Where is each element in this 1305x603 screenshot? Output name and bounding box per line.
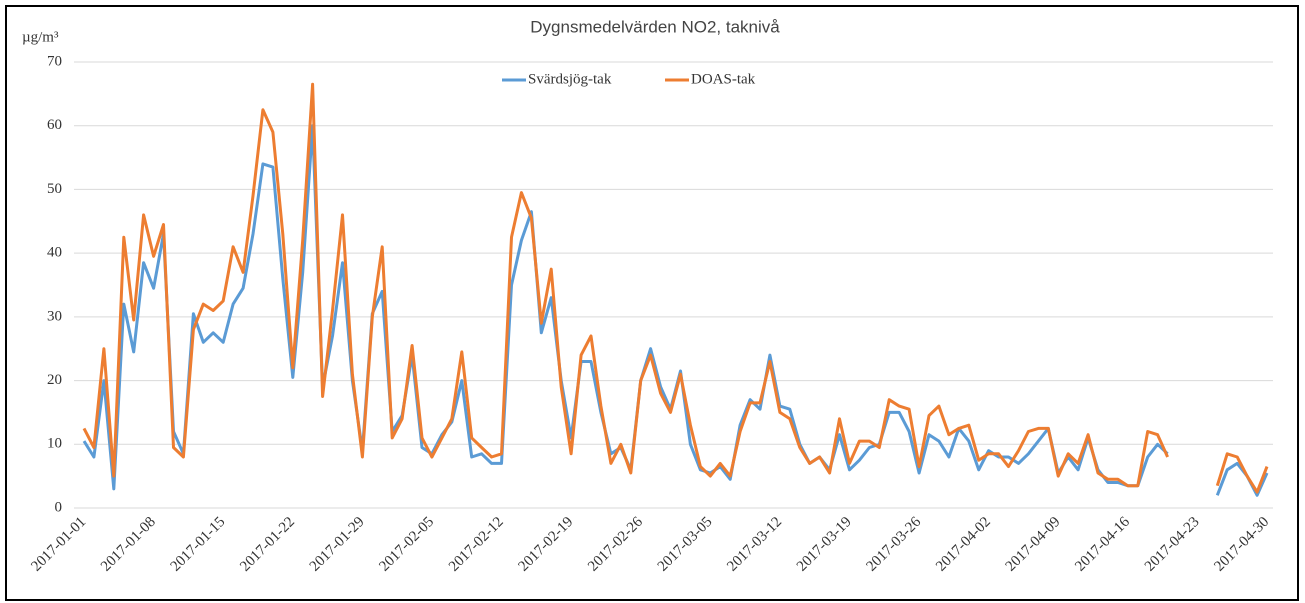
chart-border: [5, 5, 1299, 601]
y-tick-label: 0: [55, 499, 63, 515]
y-tick-label: 40: [47, 245, 62, 261]
y-tick-label: 10: [47, 436, 62, 452]
data-line: [82, 82, 1269, 494]
y-tick-label: 60: [47, 117, 62, 133]
y-tick-label: 50: [47, 181, 62, 197]
legend-label: Svärdsjög-tak: [528, 71, 612, 87]
y-axis-label: µg/m³: [22, 29, 59, 45]
chart-title: Dygnsmedelvärden NO2, taknivå: [530, 17, 780, 36]
legend-label: DOAS-tak: [691, 71, 756, 87]
y-tick-label: 20: [47, 372, 62, 388]
y-tick-label: 30: [47, 308, 62, 324]
y-tick-label: 70: [47, 53, 62, 69]
